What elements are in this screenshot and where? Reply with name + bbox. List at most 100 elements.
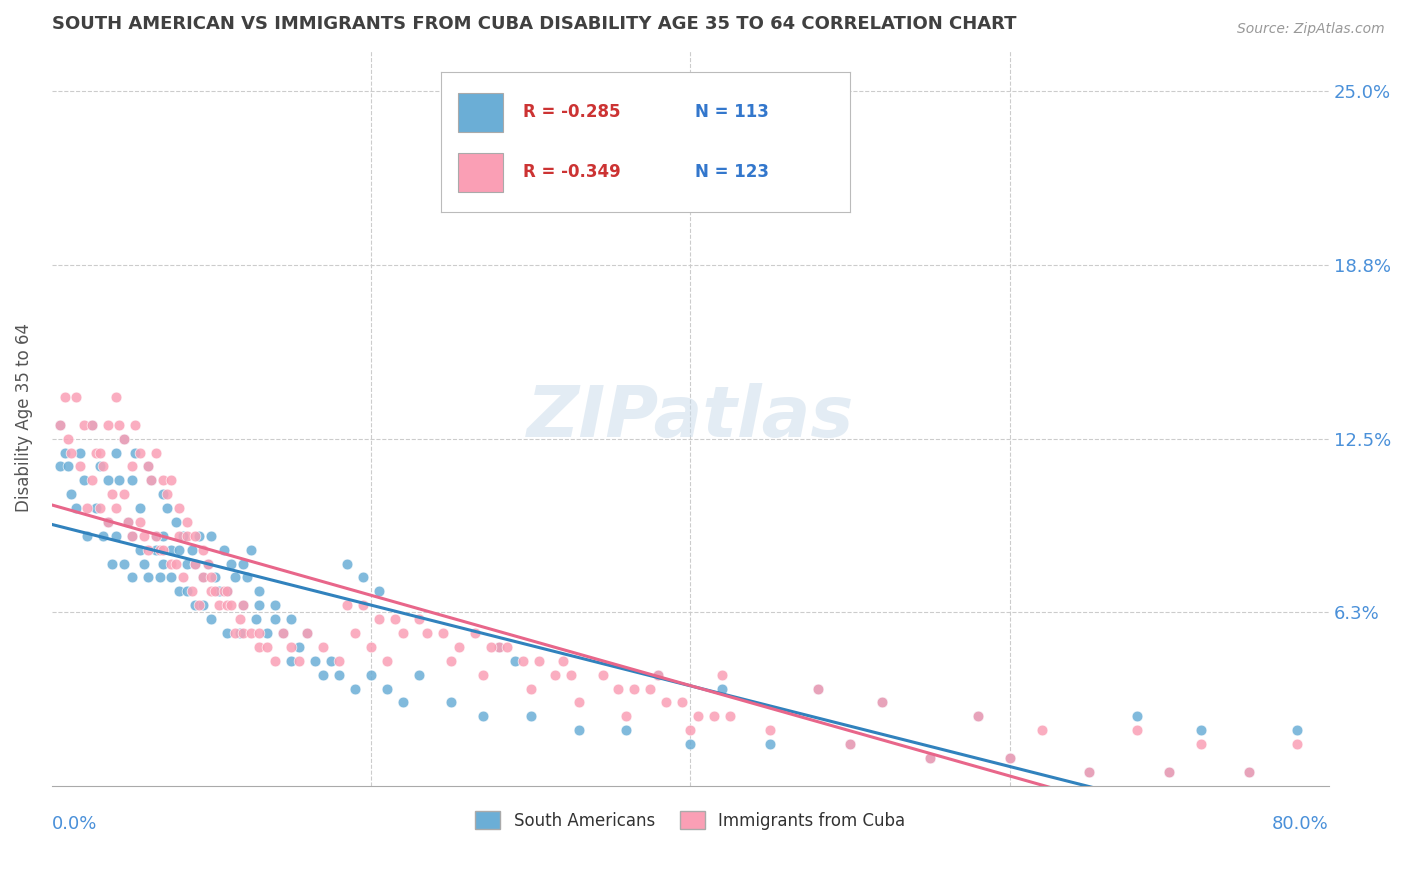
Point [495,640,517,654]
Point [184,557,207,571]
Point [73,417,96,432]
Point [169,542,191,557]
Point [128,445,150,459]
Point [375,681,398,696]
Point [408,667,430,681]
Point [97,515,120,529]
Point [184,599,207,613]
Point [128,501,150,516]
Point [149,542,172,557]
Point [232,626,254,640]
Point [295,626,318,640]
Point [328,667,350,681]
Point [232,599,254,613]
Point [295,626,318,640]
Point [121,459,143,474]
Point [966,709,988,723]
Point [807,681,830,696]
Point [145,445,167,459]
Point [568,723,591,738]
Point [352,599,374,613]
Point [134,557,156,571]
Point [440,654,463,668]
Point [224,570,246,584]
Point [229,626,252,640]
Point [172,570,194,584]
Point [48,417,70,432]
Point [208,584,231,599]
Point [560,667,582,681]
Legend: South Americans, Immigrants from Cuba: South Americans, Immigrants from Cuba [468,805,912,837]
Point [212,584,235,599]
Point [247,584,270,599]
Point [360,667,382,681]
Point [76,501,98,516]
Point [839,737,862,751]
Point [551,654,574,668]
Text: 80.0%: 80.0% [1272,815,1329,833]
Point [136,542,159,557]
Point [256,640,278,654]
Point [488,640,510,654]
Point [112,432,135,446]
Point [165,557,187,571]
Point [56,459,79,474]
Point [519,681,541,696]
Point [247,599,270,613]
Point [139,473,162,487]
Point [264,599,287,613]
Point [184,557,207,571]
Point [718,709,741,723]
Point [145,542,167,557]
Point [169,529,191,543]
Point [104,501,127,516]
Point [647,667,669,681]
Point [197,557,219,571]
Point [97,515,120,529]
Point [918,751,941,765]
Point [759,737,782,751]
Point [124,417,146,432]
Point [128,542,150,557]
Point [219,599,242,613]
Point [184,529,207,543]
Point [187,599,209,613]
Point [48,459,70,474]
Point [966,709,988,723]
Point [344,681,367,696]
Point [1159,764,1181,779]
Point [181,584,204,599]
Point [89,501,111,516]
Point [679,737,702,751]
Point [247,626,270,640]
Point [136,570,159,584]
Point [107,417,129,432]
Point [121,529,143,543]
Point [256,626,278,640]
Point [512,654,534,668]
Point [471,709,494,723]
Point [160,473,183,487]
Point [440,696,463,710]
Point [375,654,398,668]
Point [336,599,359,613]
Point [392,626,415,640]
Point [647,667,669,681]
Point [156,487,179,501]
Point [149,570,172,584]
Point [998,751,1021,765]
Point [368,584,391,599]
Point [384,612,406,626]
Point [145,529,167,543]
Point [169,501,191,516]
Point [447,640,470,654]
Point [280,612,302,626]
Point [870,696,893,710]
Point [527,654,550,668]
Point [217,584,239,599]
Point [80,417,103,432]
Point [136,459,159,474]
Point [229,612,252,626]
Point [204,584,226,599]
Point [89,459,111,474]
